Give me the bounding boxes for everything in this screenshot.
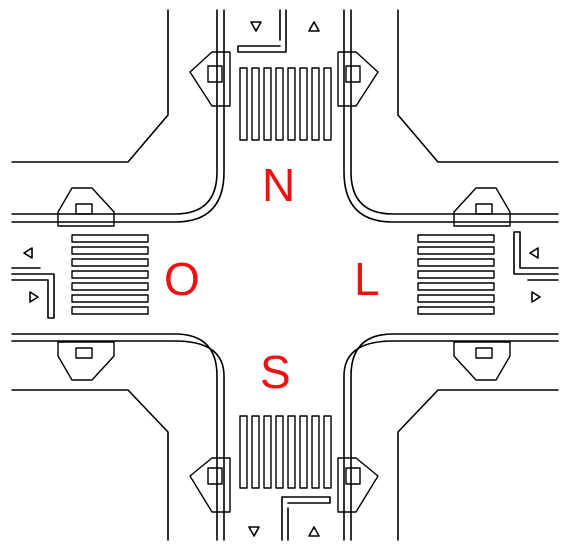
north-label: N xyxy=(262,159,296,211)
south-label: S xyxy=(260,346,291,398)
west-label: O xyxy=(164,253,200,305)
curb-lines xyxy=(11,9,559,541)
direction-arrows xyxy=(23,21,541,537)
arrow-down-icon xyxy=(248,526,260,537)
crosswalk-south xyxy=(239,415,332,489)
crosswalk-west xyxy=(71,234,149,315)
property-boundary-lines xyxy=(11,9,559,541)
crosswalk-east xyxy=(417,234,495,315)
arrow-right-icon xyxy=(531,291,541,303)
arrow-down-icon xyxy=(250,21,262,32)
curb-ramps xyxy=(57,51,511,513)
east-label: L xyxy=(354,253,380,305)
arrow-up-icon xyxy=(308,21,320,32)
arrow-up-icon xyxy=(308,526,320,537)
lane-dividers xyxy=(11,9,559,541)
arrow-left-icon xyxy=(23,247,33,259)
crosswalk-north xyxy=(239,67,332,141)
arrow-right-icon xyxy=(29,291,39,303)
arrow-left-icon xyxy=(529,247,539,259)
